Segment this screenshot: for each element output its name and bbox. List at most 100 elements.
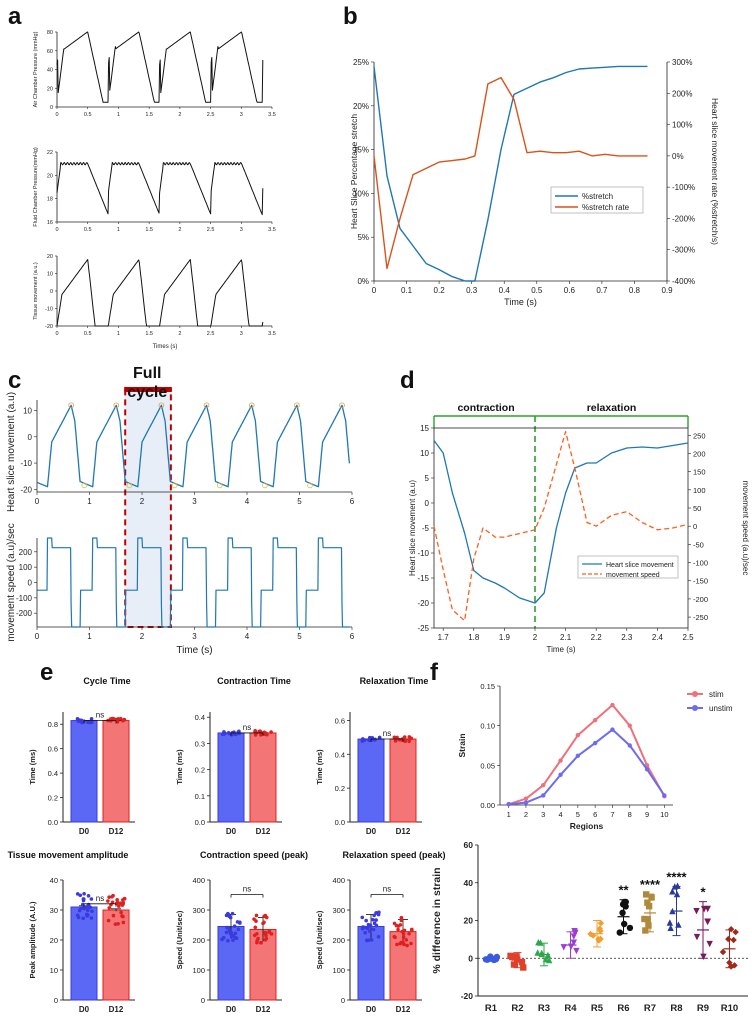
e-bar-D12 xyxy=(389,738,417,823)
e-data-point xyxy=(221,935,226,940)
a-trace xyxy=(56,259,264,327)
c-ylabel-top: Heart slice movement (a.u) xyxy=(6,392,17,512)
e-ytick-label: 0.8 xyxy=(48,720,58,729)
e-bar-D0 xyxy=(357,738,385,823)
f-top-xtick-label: 4 xyxy=(558,810,562,819)
c-xtick-bottom-label: 6 xyxy=(350,632,355,641)
f-point xyxy=(542,955,550,963)
f-top-xtick-label: 5 xyxy=(576,810,580,819)
f-significance-stars: **** xyxy=(640,877,661,892)
e-group-label: D12 xyxy=(109,1005,124,1014)
b-ytick-left-label: 5% xyxy=(357,233,369,242)
f-series-point xyxy=(644,767,650,772)
d-plot-frame xyxy=(433,427,689,629)
c-xtick-top-label: 2 xyxy=(140,497,145,506)
e-bar-D0 xyxy=(70,720,98,823)
b-ytick-right-label: 0% xyxy=(672,152,684,161)
b-xtick-label: 0.2 xyxy=(434,286,446,295)
a-ytick-label: -10 xyxy=(45,307,53,313)
a-xtick-label: 2 xyxy=(178,112,181,118)
e-data-point xyxy=(368,929,372,934)
a-ytick-label: 20 xyxy=(47,86,53,92)
f-point xyxy=(642,927,649,934)
f-legend-marker xyxy=(692,705,698,711)
e-data-point xyxy=(224,930,229,935)
e-data-point xyxy=(256,936,260,941)
f-point xyxy=(706,940,713,948)
c-xtick-bottom-label: 2 xyxy=(140,632,145,641)
f-point xyxy=(674,882,681,889)
f-point xyxy=(597,935,604,943)
f-point xyxy=(622,903,629,910)
e-ytick-label: 100 xyxy=(192,966,205,975)
f-series-point xyxy=(575,732,581,738)
a-xtick-label: 2.5 xyxy=(207,227,215,233)
f-series-point xyxy=(627,743,632,748)
e-data-point xyxy=(82,906,86,911)
e-data-point xyxy=(409,941,413,946)
f-point xyxy=(492,955,500,963)
f-point xyxy=(596,925,603,932)
f-point xyxy=(642,891,650,898)
f-point xyxy=(669,907,676,915)
f-top-xtick-label: 2 xyxy=(524,810,528,819)
e-group-label: D12 xyxy=(396,1005,411,1014)
f-point xyxy=(571,928,578,935)
f-bottom-ytick-label: 20 xyxy=(464,916,474,926)
a-xtick-label: 0.5 xyxy=(84,227,92,233)
a-xtick-label: 0 xyxy=(55,112,58,118)
a-xtick-label: 3 xyxy=(240,112,243,118)
b-ytick-left-label: 25% xyxy=(353,58,369,67)
a-xtick-label: 1.5 xyxy=(145,112,153,118)
d-ytick-right-label: 50 xyxy=(693,504,701,513)
e-plot-title: Contraction speed (peak) xyxy=(200,850,308,860)
f-point xyxy=(730,936,737,944)
f-point xyxy=(732,928,739,936)
f-region-label: R8 xyxy=(670,1003,682,1014)
c-xtick-bottom-label: 0 xyxy=(35,632,40,641)
a-ytick-label: -20 xyxy=(45,324,53,330)
e-data-point xyxy=(86,893,91,898)
e-data-point xyxy=(107,906,112,910)
d-movement-line xyxy=(433,440,689,604)
e-data-point xyxy=(227,914,232,919)
e-data-point xyxy=(360,915,365,920)
d-xtick-label: 1.9 xyxy=(499,633,511,642)
b-series-stretch-rate xyxy=(373,76,648,270)
e-data-point xyxy=(403,739,408,743)
d-xtick-label: 2.1 xyxy=(560,633,572,642)
e-data-point xyxy=(79,718,84,723)
d-ytick-left-label: 5 xyxy=(425,474,430,483)
e-data-point xyxy=(269,730,273,734)
f-point xyxy=(726,959,733,966)
e-data-point xyxy=(267,929,272,933)
f-point xyxy=(620,920,628,928)
a-xlabel: Times (s) xyxy=(153,344,178,350)
a-ylabel: Fluid Chamber Pressure(mmHg) xyxy=(33,147,39,227)
b-xtick-label: 0.9 xyxy=(661,286,673,295)
e-ytick-label: 0.3 xyxy=(195,739,205,748)
f-series-point xyxy=(592,717,598,723)
e-ytick-label: 100 xyxy=(332,966,345,975)
d-ytick-left-label: -15 xyxy=(417,574,429,583)
d-ytick-left-label: 15 xyxy=(420,424,429,433)
c-ytick-top-label: -20 xyxy=(20,485,32,494)
f-point xyxy=(725,935,732,943)
e-data-point xyxy=(88,720,92,724)
e-ytick-label: 10 xyxy=(50,966,58,975)
f-point xyxy=(560,944,567,951)
e-data-point xyxy=(116,922,120,926)
f-point xyxy=(704,905,711,913)
e-data-point xyxy=(396,927,400,932)
f-point xyxy=(641,915,648,923)
b-ylabel-left: Heart Slice Percentage stretch xyxy=(349,114,359,230)
e-ytick-label: 400 xyxy=(332,876,345,885)
c-peak-marker xyxy=(113,402,120,409)
e-data-point xyxy=(121,900,126,905)
e-data-point xyxy=(368,924,373,929)
e-ytick-label: 300 xyxy=(332,906,345,915)
e-data-point xyxy=(367,735,372,740)
f-top-xtick-label: 6 xyxy=(593,810,597,819)
e-ytick-label: 0.0 xyxy=(335,818,345,827)
e-group-label: D12 xyxy=(109,827,124,836)
